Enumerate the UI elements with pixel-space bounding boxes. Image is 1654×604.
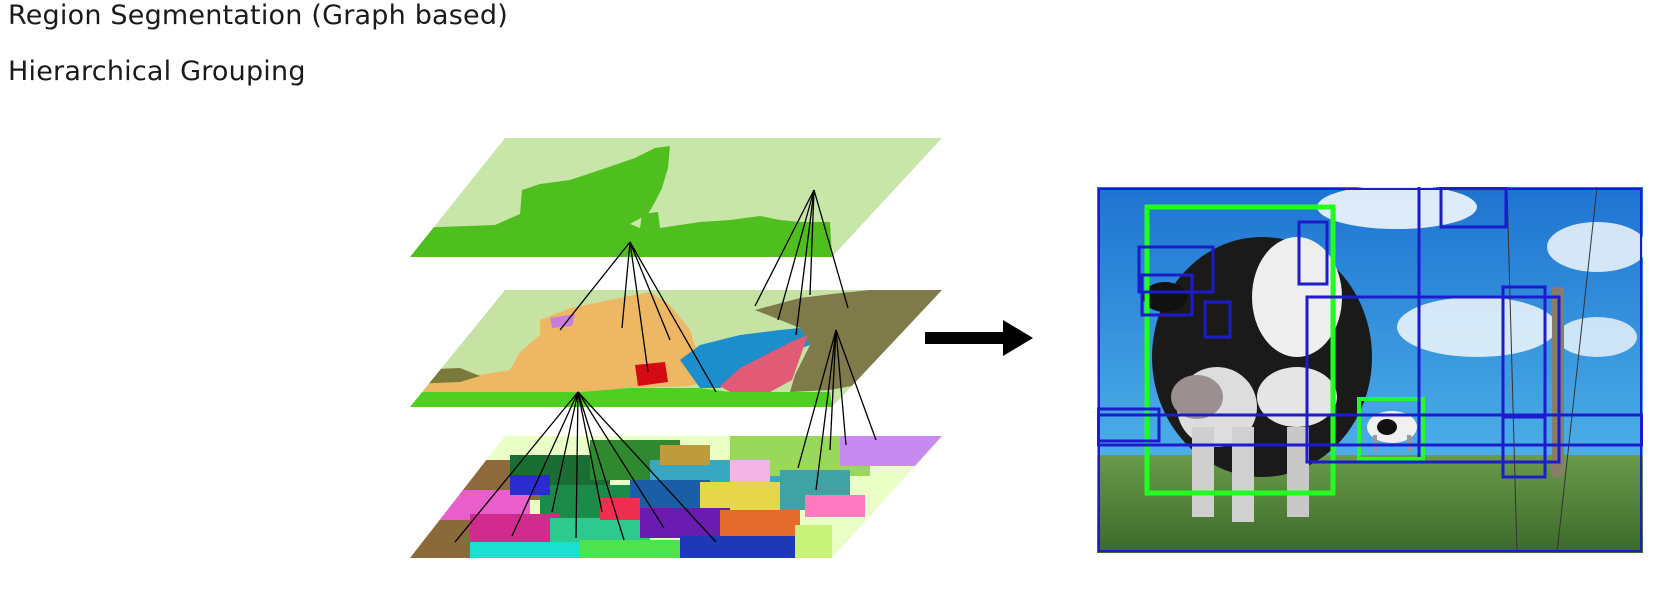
cow-detection-image bbox=[1097, 187, 1643, 553]
bottom-segmentation-layer bbox=[410, 436, 942, 558]
top-segmentation-layer bbox=[410, 138, 942, 257]
detection-boxes bbox=[1097, 187, 1643, 552]
hierarchical-grouping-line: Hierarchical Grouping bbox=[8, 56, 306, 87]
middle-segmentation-layer bbox=[410, 290, 942, 407]
grouping-lines bbox=[454, 189, 877, 543]
small-cow-figure bbox=[1367, 411, 1417, 451]
hierarchical-layers-diagram bbox=[410, 138, 942, 558]
right-arrow-icon bbox=[925, 320, 1033, 356]
region-segmentation-line: Region Segmentation (Graph based) bbox=[8, 0, 508, 31]
